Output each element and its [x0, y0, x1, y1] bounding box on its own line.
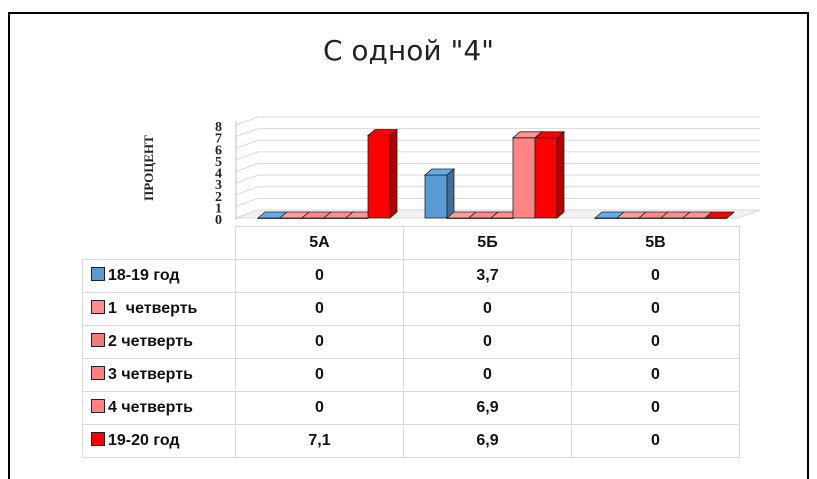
- table-row: 2 четверть 0 0 0: [82, 325, 740, 359]
- table-corner: [83, 227, 236, 260]
- legend-entry: 19-20 год: [82, 424, 236, 458]
- data-label: 0: [235, 292, 404, 326]
- gridline: [235, 174, 760, 184]
- bar-front: [534, 137, 558, 219]
- data-label: 0: [235, 391, 404, 425]
- gridline: [235, 197, 760, 207]
- data-label: 0: [403, 325, 572, 359]
- series-name: 2 четверть: [108, 333, 193, 350]
- series-name: 4 четверть: [108, 399, 193, 416]
- table-row: 3 четверть 0 0 0: [82, 358, 740, 392]
- data-label: 6,9: [403, 424, 572, 458]
- bar-side: [389, 128, 398, 219]
- data-label: 0: [571, 358, 740, 392]
- data-label: 0: [235, 358, 404, 392]
- y-tick-label: 5: [215, 155, 222, 170]
- gridline: [235, 163, 760, 172]
- bar-side: [556, 130, 565, 219]
- table-row: 1 четверть 0 0 0: [82, 292, 740, 326]
- legend-entry: 1 четверть: [82, 292, 236, 326]
- legend-swatch: [91, 300, 105, 314]
- data-label: 0: [235, 259, 404, 293]
- gridline: [235, 151, 760, 161]
- category-label: 5Б: [403, 226, 572, 260]
- chart-frame: [8, 12, 809, 479]
- bar-side: [446, 168, 455, 219]
- legend-swatch: [91, 333, 105, 347]
- bar-front: [367, 135, 391, 219]
- gridline: [235, 186, 760, 196]
- chart-bars: [256, 128, 736, 219]
- table-row: 18-19 год 0 3,7 0: [82, 259, 740, 293]
- legend-swatch: [91, 399, 105, 413]
- bar: [366, 128, 399, 219]
- table-row: 19-20 год 7,1 6,9 0: [82, 424, 740, 458]
- series-name: 3 четверть: [108, 366, 193, 383]
- series-name: 18-19 год: [108, 267, 180, 284]
- gridline: [235, 128, 760, 138]
- bar: [659, 211, 692, 219]
- y-tick-label: 3: [215, 178, 222, 193]
- bar: [533, 130, 566, 219]
- legend-swatch: [91, 366, 105, 380]
- chart-grid: [235, 116, 761, 220]
- y-tick-label: 8: [215, 120, 222, 135]
- bar: [423, 168, 456, 219]
- y-tick-label: 7: [215, 132, 222, 147]
- bar: [681, 211, 714, 219]
- data-label: 7,1: [235, 424, 404, 458]
- bar-front: [512, 137, 536, 219]
- data-label: 0: [403, 358, 572, 392]
- legend-entry: 2 четверть: [82, 325, 236, 359]
- series-name: 1 четверть: [108, 300, 198, 317]
- legend-swatch: [91, 267, 105, 281]
- series-name: 19-20 год: [108, 432, 180, 449]
- gridline: [235, 116, 760, 126]
- gridline: [235, 139, 760, 149]
- y-tick-label: 4: [215, 167, 222, 182]
- y-tick-label: 6: [215, 143, 222, 158]
- data-label: 3,7: [403, 259, 572, 293]
- data-label: 6,9: [403, 391, 572, 425]
- bar-front: [424, 174, 448, 219]
- y-tick-label: 0: [215, 213, 222, 228]
- table-row: 4 четверть 0 6,9 0: [82, 391, 740, 425]
- data-label: 0: [403, 292, 572, 326]
- bar: [703, 211, 736, 219]
- data-label: 0: [571, 292, 740, 326]
- category-label: 5А: [235, 226, 404, 260]
- data-label: 0: [235, 325, 404, 359]
- legend-entry: 18-19 год: [82, 259, 236, 293]
- data-label: 0: [571, 391, 740, 425]
- data-table: 5А 5Б 5В 18-19 год 0 3,7 0 1 четверть 0 …: [82, 226, 740, 458]
- bar-side: [726, 211, 735, 219]
- legend-entry: 3 четверть: [82, 358, 236, 392]
- data-label: 0: [571, 325, 740, 359]
- legend-entry: 4 четверть: [82, 391, 236, 425]
- category-label: 5В: [571, 226, 740, 260]
- y-tick-label: 2: [215, 190, 222, 205]
- bar: [615, 211, 648, 219]
- chart-title: С одной "4": [322, 34, 495, 67]
- table-header-row: 5А 5Б 5В: [83, 226, 740, 260]
- data-label: 0: [571, 259, 740, 293]
- y-tick-label: 1: [215, 201, 222, 216]
- legend-swatch: [91, 432, 105, 446]
- data-label: 0: [571, 424, 740, 458]
